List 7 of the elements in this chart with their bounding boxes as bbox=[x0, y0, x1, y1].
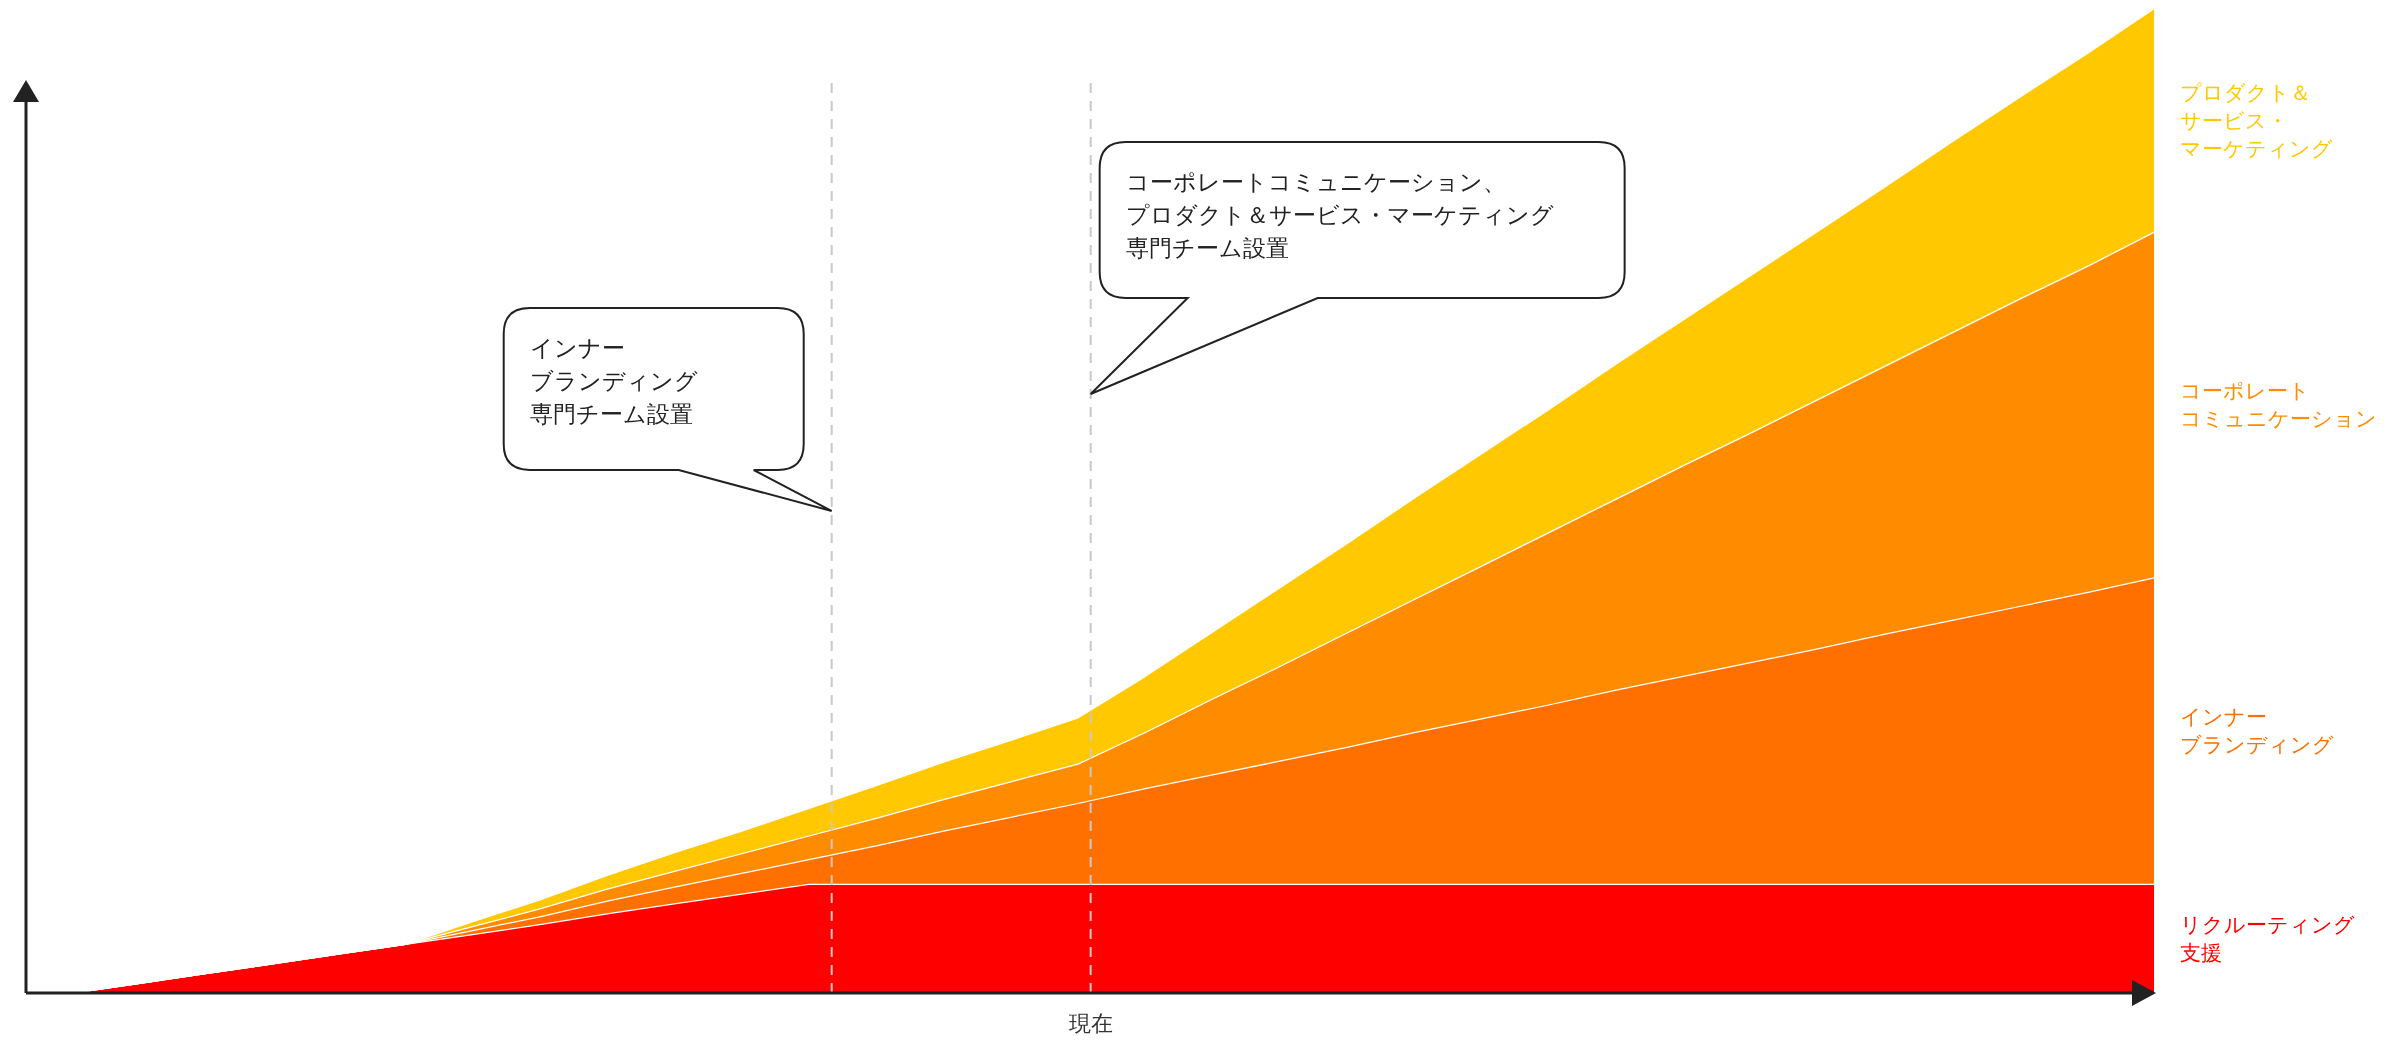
series-label: コーポレートコミュニケーション bbox=[2180, 379, 2377, 432]
annotation: コーポレートコミュニケーション、プロダクト＆サービス・マーケティング専門チーム設置 bbox=[1125, 169, 1554, 261]
annotation: インナーブランディング専門チーム設置 bbox=[529, 335, 698, 427]
series-label: リクルーティング支援 bbox=[2180, 913, 2355, 966]
text: 現在 bbox=[1068, 1011, 1113, 1036]
series-label: インナーブランディング bbox=[2180, 705, 2334, 758]
series-label: プロダクト＆サービス・マーケティング bbox=[2180, 80, 2333, 161]
